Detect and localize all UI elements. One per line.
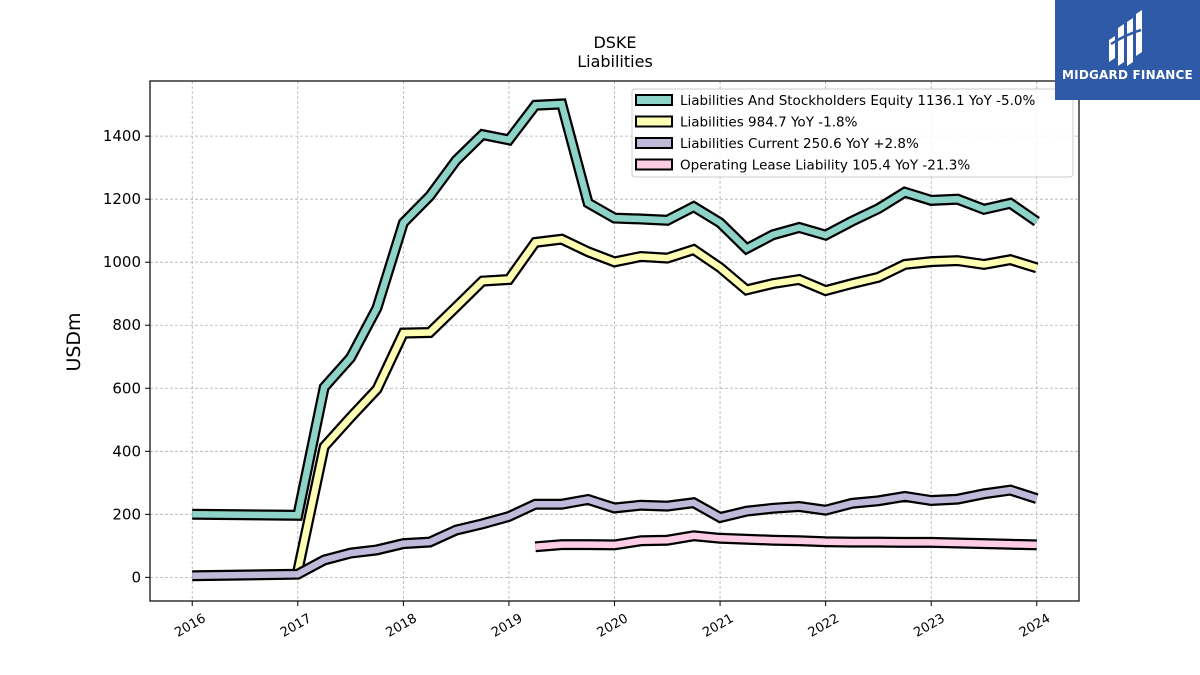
- series-line-1: [292, 233, 1039, 573]
- series-core: [294, 235, 1038, 572]
- series-core: [192, 486, 1038, 580]
- y-tick-label: 1000: [103, 253, 141, 271]
- x-tick-label: 2023: [911, 611, 947, 641]
- series-core: [192, 100, 1039, 519]
- y-axis-label: USDm: [63, 312, 85, 371]
- axis-ticks: 2016 2017 2018 2019 2020 2021 2022 2023 2024 0 200…: [103, 127, 1053, 641]
- y-tick-label: 800: [112, 316, 141, 334]
- brand-logo: MIDGARD FINANCE: [1055, 0, 1200, 100]
- series-core: [535, 532, 1037, 551]
- chart-subtitle: Liabilities: [577, 52, 653, 71]
- series-line-2: [192, 484, 1039, 582]
- series-line-3: [534, 530, 1037, 553]
- x-tick-label: 2016: [172, 611, 208, 641]
- x-tick-label: 2019: [489, 611, 525, 641]
- series-outline: [292, 233, 1039, 573]
- x-tick-label: 2024: [1017, 611, 1053, 641]
- y-tick-label: 1200: [103, 190, 141, 208]
- brand-mark-icon: [1109, 10, 1142, 66]
- y-tick-label: 1400: [103, 127, 141, 145]
- x-tick-label: 2018: [384, 611, 420, 641]
- legend-swatch: [635, 94, 673, 106]
- series-lines: [192, 98, 1040, 582]
- chart-title: DSKE: [593, 33, 636, 52]
- legend-swatch: [635, 137, 673, 149]
- x-tick-label: 2021: [700, 611, 736, 641]
- legend-entry: Liabilities And Stockholders Equity 1136…: [680, 93, 1035, 109]
- y-tick-label: 0: [131, 568, 141, 586]
- y-tick-label: 600: [112, 379, 141, 397]
- series-line-0: [192, 98, 1040, 521]
- legend-box: [631, 88, 1074, 178]
- legend-entry: Operating Lease Liability 105.4 YoY -21.…: [680, 158, 970, 174]
- x-tick-label: 2017: [278, 611, 314, 641]
- legend-entry: Liabilities 984.7 YoY -1.8%: [680, 115, 858, 131]
- x-tick-label: 2020: [595, 611, 631, 641]
- legend-swatch: [635, 158, 673, 171]
- legend-swatch: [635, 115, 673, 128]
- legend-entry: Liabilities Current 250.6 YoY +2.8%: [680, 136, 919, 152]
- legend: Liabilities And Stockholders Equity 1136…: [631, 88, 1074, 178]
- y-tick-label: 200: [112, 505, 141, 523]
- x-tick-label: 2022: [806, 611, 842, 641]
- brand-name: MIDGARD FINANCE: [1062, 68, 1193, 82]
- y-tick-label: 400: [112, 442, 141, 460]
